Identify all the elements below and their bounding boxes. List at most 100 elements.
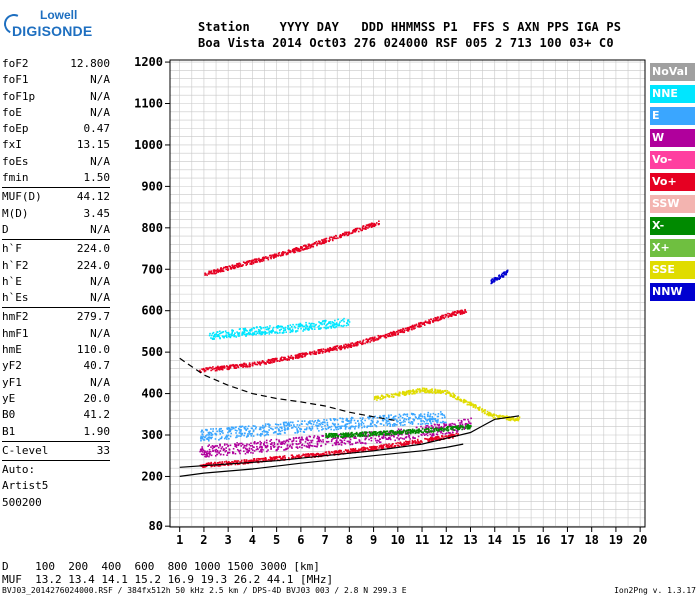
echo-point [296,356,299,358]
param-row: M(D) 3.45 [2,206,110,222]
echo-point [228,265,231,267]
echo-point [268,327,271,330]
echo-point [318,438,320,440]
echo-point [363,431,366,433]
echo-point [253,261,255,264]
echo-point [252,326,255,329]
echo-point [261,426,263,429]
echo-point [418,417,420,420]
echo-point [205,454,208,456]
echo-point [207,452,209,455]
echo-point [313,435,316,437]
echo-point [258,361,261,363]
echo-point [216,268,219,271]
echo-point [361,343,364,345]
echo-point [296,354,298,357]
echo-point [240,425,242,428]
echo-point [405,433,407,435]
echo-point [350,432,352,434]
echo-point [399,419,401,422]
echo-point [402,424,404,427]
echo-point [356,340,359,343]
echo-point [207,445,209,447]
echo-point [469,402,472,405]
echo-point [409,428,412,431]
echo-point [432,426,434,428]
echo-point [425,422,428,425]
echo-point [296,447,299,449]
echo-point [320,243,323,245]
echo-point [371,448,373,451]
param-row: foF2 12.800 [2,56,110,72]
echo-point [266,450,268,453]
echo-point [371,420,374,422]
echo-point [325,319,327,322]
echo-point [370,422,372,425]
echo-point [414,325,417,327]
echo-point [322,348,325,350]
echo-point [361,341,364,344]
echo-point [209,332,211,335]
echo-point [474,407,477,409]
echo-point [379,396,382,399]
echo-point [352,433,355,436]
echo-point [445,424,448,427]
echo-point [430,431,433,433]
echo-point [283,443,286,445]
echo-point [407,443,410,446]
echo-point [377,431,379,434]
echo-point [398,430,401,433]
echo-point [297,247,300,250]
echo-point [335,441,338,443]
echo-point [351,432,353,434]
echo-point [402,444,405,447]
echo-point [304,441,307,443]
echo-point [208,444,211,446]
echo-point [308,445,311,448]
param-row: B1 1.90 [2,424,110,440]
echo-point [426,431,429,434]
echo-point [260,434,262,436]
echo-point [273,360,276,363]
echo-point [219,367,221,370]
echo-point [443,426,445,428]
echo-point [404,423,406,426]
echo-point [212,462,215,465]
echo-point [240,363,242,366]
echo-point [398,329,401,332]
echo-point [390,430,393,433]
echo-point [417,430,420,433]
echo-point [419,389,422,392]
echo-point [403,392,406,395]
echo-point [310,441,313,444]
echo-point [206,428,208,431]
echo-point [262,258,264,261]
echo-point [284,448,287,451]
echo-point [322,241,325,243]
echo-point [217,269,220,272]
echo-point [209,453,211,455]
echo-point [316,437,318,440]
echo-point [424,417,426,420]
echo-point [219,433,222,435]
echo-point [257,361,260,364]
grid-lines [170,60,645,527]
param-value: N/A [90,222,110,236]
echo-point [466,403,469,406]
echo-point [487,414,490,417]
echo-point [423,389,426,392]
echo-point [361,426,363,429]
echo-point [279,426,282,429]
echo-point [403,413,406,415]
echo-point [425,387,428,390]
echo-point [270,443,273,445]
echo-point [388,332,391,335]
echo-point [298,454,300,456]
echo-point [369,433,372,435]
x-tick-label: 2 [200,533,207,547]
echo-point [326,423,329,426]
echo-point [467,424,469,426]
echo-point [224,436,227,439]
echo-point [232,447,235,450]
echo-point [344,234,346,236]
